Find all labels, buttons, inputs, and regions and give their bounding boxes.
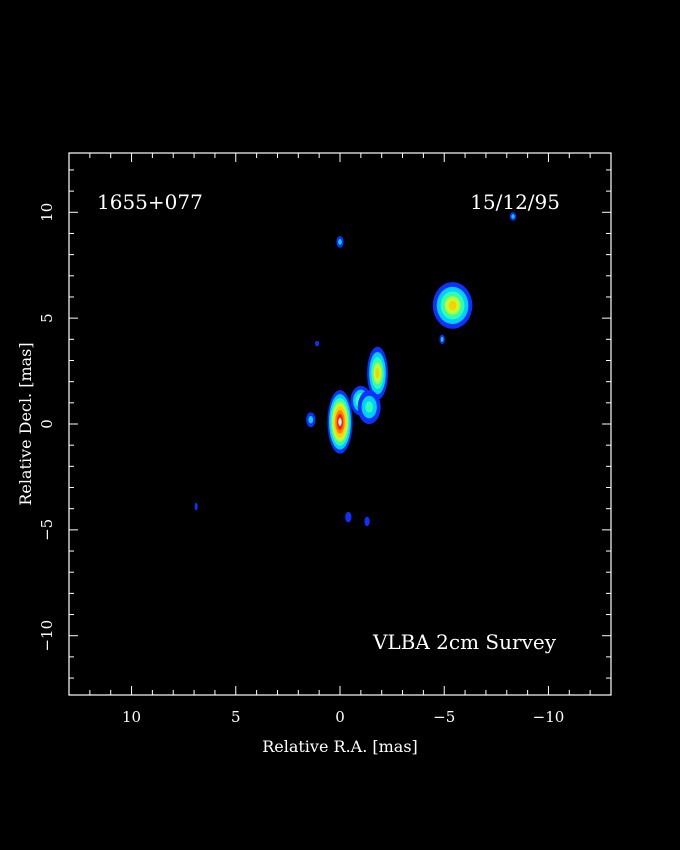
contour-level xyxy=(364,516,370,527)
emission-component-spot-sw xyxy=(194,502,198,511)
emission-component-spot-south-1 xyxy=(345,511,352,523)
contour-level xyxy=(308,416,314,424)
emission-component-jet-faint-bridge xyxy=(357,390,381,424)
y-tick-label: 0 xyxy=(38,419,56,429)
contour-level xyxy=(440,336,444,342)
contour-level xyxy=(375,367,380,379)
contour-level xyxy=(314,340,320,347)
y-tick-labels: 10 5 0 −5 −10 xyxy=(38,203,56,652)
emission-component-spot-east xyxy=(306,412,316,428)
emission-component-spot-south-2 xyxy=(364,516,370,527)
x-tick-labels: 10 5 0 −5 −10 xyxy=(122,708,564,726)
emission-component-jet-knot-2 xyxy=(367,346,388,400)
emission-component-spot-small xyxy=(314,340,320,347)
x-tick-label: −10 xyxy=(533,708,565,726)
emission-component-spot-nw xyxy=(509,212,517,221)
y-tick-label: −5 xyxy=(38,519,56,541)
axis-ticks xyxy=(69,153,611,695)
contour-level xyxy=(338,239,342,245)
x-axis-label: Relative R.A. [mas] xyxy=(262,737,418,756)
contour-level xyxy=(194,502,198,511)
contour-level xyxy=(338,417,342,426)
x-tick-label: −5 xyxy=(433,708,455,726)
x-tick-label: 5 xyxy=(231,708,241,726)
contour-level xyxy=(511,214,515,219)
emission-component-spot-north xyxy=(336,236,344,248)
radio-map-image xyxy=(194,212,517,527)
contour-level xyxy=(345,511,352,523)
y-axis-label: Relative Decl. [mas] xyxy=(16,342,35,505)
contour-level xyxy=(365,401,374,413)
x-tick-label: 0 xyxy=(335,708,345,726)
emission-component-jet-knot-3 xyxy=(432,282,473,329)
survey-label: VLBA 2cm Survey xyxy=(372,630,557,654)
x-tick-label: 10 xyxy=(122,708,141,726)
emission-component-core xyxy=(327,390,353,454)
contour-level xyxy=(448,300,457,311)
y-tick-label: 5 xyxy=(38,313,56,323)
emission-component-spot-jet-tail xyxy=(439,334,445,345)
source-name-label: 1655+077 xyxy=(97,190,203,214)
y-tick-label: 10 xyxy=(38,203,56,222)
y-tick-label: −10 xyxy=(38,620,56,652)
observation-date-label: 15/12/95 xyxy=(470,190,560,214)
